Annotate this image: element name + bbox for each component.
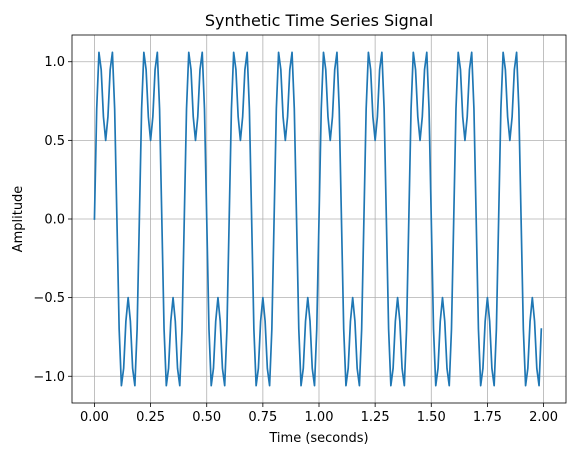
- x-tick-label: 0.00: [80, 410, 109, 425]
- series-line: [93, 51, 543, 387]
- x-tick-label: 2.00: [529, 410, 558, 425]
- x-tick-label: 1.50: [417, 410, 446, 425]
- x-tick-label: 0.75: [248, 410, 277, 425]
- x-tick-label: 0.50: [192, 410, 221, 425]
- y-tick-label: 0.5: [44, 134, 65, 149]
- plot-area: [93, 51, 543, 387]
- x-tick-label: 1.25: [361, 410, 390, 425]
- y-axis-label: Amplitude: [11, 186, 26, 253]
- y-tick-label: −1.0: [33, 370, 65, 385]
- chart-title: Synthetic Time Series Signal: [205, 11, 433, 30]
- y-axis: −1.0 −0.5 0.0 0.5 1.0: [33, 55, 72, 385]
- x-axis-label: Time (seconds): [268, 431, 368, 446]
- x-tick-label: 1.00: [305, 410, 334, 425]
- y-tick-label: 0.0: [44, 213, 65, 228]
- y-tick-label: 1.0: [44, 55, 65, 70]
- x-tick-label: 1.75: [473, 410, 502, 425]
- y-tick-label: −0.5: [33, 291, 65, 306]
- x-tick-label: 0.25: [136, 410, 165, 425]
- x-axis: 0.00 0.25 0.50 0.75 1.00 1.25 1.50 1.75 2.00: [80, 403, 558, 425]
